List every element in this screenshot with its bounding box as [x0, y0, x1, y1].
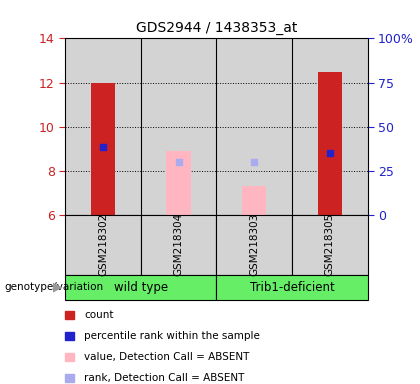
Title: GDS2944 / 1438353_at: GDS2944 / 1438353_at: [136, 21, 297, 35]
Bar: [65, 38, 141, 215]
Text: Trib1-deficient: Trib1-deficient: [249, 281, 334, 293]
Text: genotype/variation: genotype/variation: [4, 282, 103, 292]
Text: GSM218304: GSM218304: [173, 213, 184, 276]
Bar: [91, 83, 115, 215]
Text: count: count: [84, 310, 113, 320]
Text: rank, Detection Call = ABSENT: rank, Detection Call = ABSENT: [84, 373, 244, 383]
Text: value, Detection Call = ABSENT: value, Detection Call = ABSENT: [84, 352, 249, 362]
Text: GSM218302: GSM218302: [98, 213, 108, 276]
Text: ▶: ▶: [53, 281, 63, 293]
Bar: [318, 71, 342, 215]
Text: percentile rank within the sample: percentile rank within the sample: [84, 331, 260, 341]
Bar: [292, 38, 368, 215]
Text: GSM218305: GSM218305: [325, 213, 335, 276]
Text: GSM218303: GSM218303: [249, 213, 259, 276]
Bar: [166, 151, 191, 215]
Text: wild type: wild type: [114, 281, 168, 293]
Bar: [216, 38, 292, 215]
Bar: [141, 38, 216, 215]
Bar: [242, 186, 266, 215]
